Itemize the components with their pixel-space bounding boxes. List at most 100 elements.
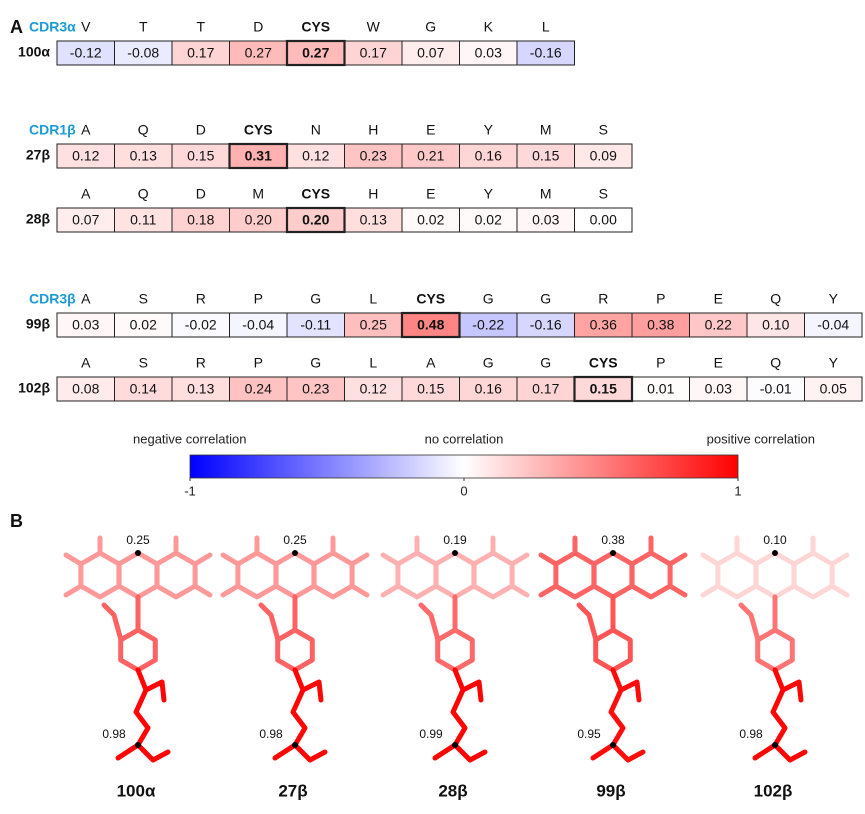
row-label: 99β: [26, 316, 51, 332]
panel-label: B: [10, 511, 23, 531]
bond: [670, 586, 685, 595]
molecule-label: 99β: [596, 781, 625, 800]
cell-value: 0.07: [72, 212, 99, 228]
residue: E: [714, 355, 723, 371]
atom-dot: [610, 742, 616, 748]
atom-dot: [610, 550, 616, 556]
cell-value: 0.10: [762, 317, 789, 333]
cell-value: 0.27: [302, 45, 329, 61]
cell-value: 0.13: [187, 381, 214, 397]
bond: [512, 586, 527, 595]
cell-value: -0.12: [70, 45, 102, 61]
residue: A: [81, 355, 91, 371]
cell-value: 0.12: [360, 381, 387, 397]
residue: P: [254, 291, 263, 307]
cell-value: 0.16: [475, 148, 502, 164]
bond: [66, 555, 81, 564]
bond: [352, 555, 367, 564]
top-value: 0.10: [763, 533, 787, 547]
bottom-value: 0.98: [259, 727, 283, 741]
bond: [832, 586, 847, 595]
bond: [741, 605, 758, 640]
ring: [278, 630, 313, 670]
row-label: 100α: [18, 44, 50, 60]
residue: CYS: [416, 291, 445, 307]
atom-dot: [772, 742, 778, 748]
cell-value: 0.48: [417, 317, 444, 333]
residue: M: [540, 186, 552, 202]
residue: Y: [829, 355, 839, 371]
cell-value: 0.07: [417, 45, 444, 61]
cell-value: 0.23: [302, 381, 329, 397]
chain: [146, 682, 164, 700]
molecule: [383, 538, 527, 760]
cell-value: 0.03: [475, 45, 502, 61]
molecule-label: 27β: [278, 781, 307, 800]
cell-value: 0.12: [72, 148, 99, 164]
bond: [541, 586, 556, 595]
bond: [195, 586, 210, 595]
cell-value: 0.22: [705, 317, 732, 333]
residue: M: [252, 186, 264, 202]
residue: K: [484, 19, 494, 35]
atom-dot: [135, 742, 141, 748]
residue: Q: [138, 122, 149, 138]
ring: [794, 553, 832, 597]
residue: S: [139, 291, 148, 307]
cell-value: 0.16: [475, 381, 502, 397]
molecule: [703, 538, 847, 760]
residue: Y: [484, 122, 494, 138]
residue: CYS: [301, 19, 330, 35]
ring: [121, 630, 156, 670]
bottom-value: 0.95: [577, 727, 601, 741]
atom-dot: [452, 742, 458, 748]
cell-value: 0.15: [532, 148, 559, 164]
bond: [104, 605, 121, 640]
bond: [541, 555, 556, 564]
cell-value: 0.31: [245, 148, 272, 164]
cell-value: 0.36: [590, 317, 617, 333]
top-value: 0.25: [283, 533, 307, 547]
molecule-label: 102β: [754, 781, 793, 800]
residue: D: [196, 186, 206, 202]
ring: [718, 553, 756, 597]
residue: P: [656, 355, 665, 371]
bond: [195, 555, 210, 564]
cell-value: 0.01: [647, 381, 674, 397]
residue: G: [540, 291, 551, 307]
residue: M: [540, 122, 552, 138]
colorbar-tick-label: -1: [184, 483, 196, 498]
cell-value: 0.02: [475, 212, 502, 228]
residue: CYS: [589, 355, 618, 371]
bond: [261, 605, 278, 640]
chain: [138, 745, 168, 760]
bond: [223, 586, 238, 595]
residue: H: [368, 186, 378, 202]
bond: [670, 555, 685, 564]
residue: P: [254, 355, 263, 371]
cell-value: 0.18: [187, 212, 214, 228]
cell-value: 0.20: [245, 212, 272, 228]
chain: [775, 745, 805, 760]
chain: [435, 670, 465, 758]
chain: [621, 682, 639, 700]
group-label: CDR3β: [29, 291, 76, 307]
top-value: 0.38: [601, 533, 625, 547]
cell-value: 0.08: [72, 381, 99, 397]
atom-dot: [452, 550, 458, 556]
ring: [758, 630, 793, 670]
chain: [118, 670, 148, 758]
bond: [579, 605, 596, 640]
residue: D: [253, 19, 263, 35]
residue: D: [196, 122, 206, 138]
figure: A B CDR3αVTTDCYSWGKL100α-0.12-0.080.170.…: [0, 0, 865, 809]
residue: S: [599, 122, 608, 138]
residue: G: [483, 291, 494, 307]
ring: [556, 553, 594, 597]
atom-dot: [292, 550, 298, 556]
cell-value: 0.13: [360, 212, 387, 228]
cell-value: 0.05: [820, 381, 847, 397]
molecule: [66, 538, 210, 760]
cell-value: 0.21: [417, 148, 444, 164]
atom-dot: [772, 550, 778, 556]
